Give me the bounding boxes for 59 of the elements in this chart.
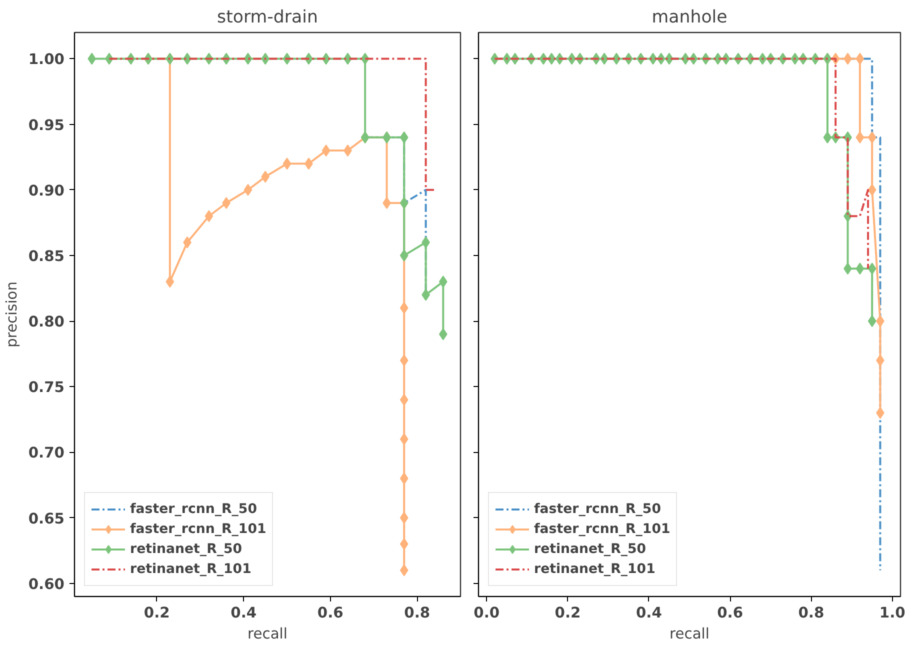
point (868, 131, 876, 144)
y-tick-label: 0.95 (28, 116, 65, 134)
point (400, 538, 408, 550)
point (400, 433, 408, 446)
point (438, 328, 448, 340)
chart-title: manhole (652, 8, 728, 28)
y-axis-title: precision (3, 281, 20, 348)
legend-label: faster_rcnn_R_50 (534, 502, 661, 516)
chart-title: storm-drain (217, 8, 318, 28)
legend-label: faster_rcnn_R_101 (534, 522, 670, 536)
point (438, 276, 448, 288)
y-tick-label: 0.90 (28, 182, 65, 200)
x-tick-label: 0.6 (717, 604, 744, 622)
x-tick-label: 0.8 (798, 604, 824, 622)
point (758, 52, 767, 65)
y-tick-label: 0.70 (28, 444, 65, 462)
point (282, 158, 292, 170)
point (400, 354, 408, 366)
point (88, 52, 96, 65)
legend-label: faster_rcnn_R_50 (130, 502, 257, 516)
legend-label: retinanet_R_101 (130, 562, 252, 576)
x-tick-label: 1.0 (879, 604, 906, 622)
point (400, 131, 408, 144)
point (204, 210, 214, 222)
y-tick-label: 0.60 (28, 576, 65, 593)
point (502, 52, 512, 65)
point (868, 262, 876, 275)
point (856, 262, 864, 275)
point (400, 564, 408, 576)
y-tick-label: 1.00 (28, 51, 65, 68)
legend-label: retinanet_R_101 (534, 562, 656, 576)
point (400, 302, 408, 314)
point (823, 131, 832, 144)
point (856, 131, 864, 144)
point (400, 394, 408, 406)
point (868, 315, 876, 328)
point (856, 52, 864, 65)
legend-label: faster_rcnn_R_101 (130, 522, 266, 536)
point (322, 144, 330, 157)
point (400, 472, 408, 484)
y-tick-label: 0.80 (28, 314, 65, 331)
x-axis-title: recall (670, 626, 710, 642)
x-tick-label: 0.2 (144, 604, 170, 622)
point (400, 512, 408, 524)
x-tick-label: 0.8 (404, 604, 430, 622)
x-axis-title: recall (248, 626, 288, 642)
y-tick-label: 0.85 (28, 248, 65, 265)
point (244, 184, 252, 196)
x-tick-label: 0.4 (636, 604, 662, 622)
x-tick-label: 0.0 (474, 604, 500, 622)
y-tick-label: 0.75 (28, 379, 65, 396)
legend-label: retinanet_R_50 (534, 542, 646, 556)
x-tick-label: 0.2 (554, 604, 581, 622)
point (868, 184, 876, 196)
legend-label: retinanet_R_50 (130, 542, 242, 556)
point (166, 276, 174, 288)
x-tick-label: 0.4 (230, 604, 257, 622)
y-tick-label: 0.65 (28, 510, 65, 528)
x-tick-label: 0.6 (317, 604, 344, 622)
